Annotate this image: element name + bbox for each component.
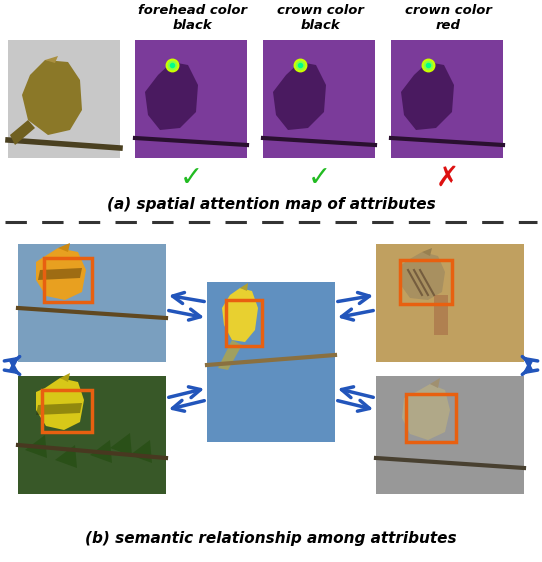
Bar xyxy=(400,260,452,304)
Polygon shape xyxy=(36,248,86,300)
Bar xyxy=(44,258,92,302)
Polygon shape xyxy=(25,435,47,458)
Bar xyxy=(391,40,503,158)
Bar xyxy=(42,390,92,432)
Bar xyxy=(434,295,448,335)
Bar xyxy=(406,394,456,442)
Bar xyxy=(18,244,166,362)
Polygon shape xyxy=(145,62,198,130)
Bar xyxy=(18,376,166,494)
Polygon shape xyxy=(430,378,440,388)
Polygon shape xyxy=(218,340,242,370)
Polygon shape xyxy=(401,62,454,130)
Polygon shape xyxy=(36,378,84,430)
Polygon shape xyxy=(60,373,70,382)
Polygon shape xyxy=(55,445,77,468)
Text: crown color
black: crown color black xyxy=(276,4,364,32)
Text: ✓: ✓ xyxy=(179,164,203,192)
Text: ✓: ✓ xyxy=(307,164,331,192)
Bar xyxy=(226,300,262,346)
Bar xyxy=(376,244,524,362)
Polygon shape xyxy=(222,288,258,342)
Polygon shape xyxy=(45,56,58,63)
Polygon shape xyxy=(400,252,445,300)
Text: ✗: ✗ xyxy=(435,164,459,192)
Text: crown color
red: crown color red xyxy=(404,4,492,32)
Polygon shape xyxy=(110,433,132,456)
Text: forehead color
black: forehead color black xyxy=(138,4,247,32)
Polygon shape xyxy=(422,248,432,256)
Bar xyxy=(263,40,375,158)
Polygon shape xyxy=(130,440,152,463)
Bar xyxy=(8,40,120,158)
Polygon shape xyxy=(10,120,35,145)
Polygon shape xyxy=(36,403,82,415)
Bar xyxy=(135,40,247,158)
Text: (b) semantic relationship among attributes: (b) semantic relationship among attribut… xyxy=(85,531,457,546)
Polygon shape xyxy=(58,243,70,252)
Polygon shape xyxy=(38,268,82,280)
Polygon shape xyxy=(90,440,112,463)
Bar xyxy=(376,376,524,494)
Polygon shape xyxy=(22,60,82,135)
Polygon shape xyxy=(240,283,248,291)
Polygon shape xyxy=(402,384,450,440)
Bar xyxy=(207,282,335,442)
Polygon shape xyxy=(273,62,326,130)
Text: (a) spatial attention map of attributes: (a) spatial attention map of attributes xyxy=(107,197,435,212)
